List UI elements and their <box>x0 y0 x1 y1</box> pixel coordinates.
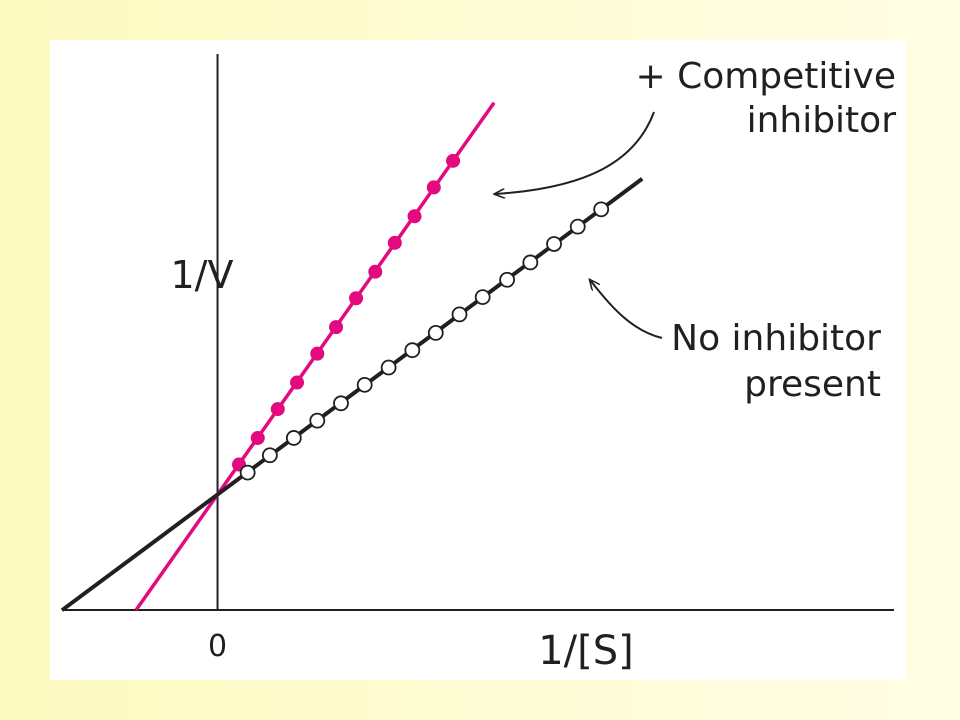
data-point-no-inhibitor <box>546 236 562 252</box>
data-point-no-inhibitor <box>239 464 256 481</box>
data-point-no-inhibitor <box>309 412 326 429</box>
data-point-inhibitor <box>387 235 402 250</box>
annotation-competitive-inhibitor: + Competitive inhibitor <box>635 56 896 141</box>
annotation-line: inhibitor <box>747 100 897 141</box>
data-point-no-inhibitor <box>356 376 373 393</box>
data-point-inhibitor <box>407 209 422 224</box>
annotation-arrow-inhibitor <box>495 111 655 194</box>
data-point-no-inhibitor <box>285 430 302 446</box>
lineweaver-burk-plot: + Competitive inhibitor No inhibitor presen… <box>60 54 896 674</box>
data-point-inhibitor <box>368 264 383 279</box>
data-point-no-inhibitor <box>404 342 421 359</box>
data-point-no-inhibitor <box>427 324 444 341</box>
data-point-inhibitor <box>426 180 441 195</box>
annotation-arrow-no-inhibitor <box>590 280 663 339</box>
data-point-no-inhibitor <box>451 306 468 323</box>
data-point-inhibitor <box>349 291 364 306</box>
data-point-no-inhibitor <box>499 271 516 288</box>
x-axis-label: 1/[S] <box>538 628 634 674</box>
annotation-line: No inhibitor <box>671 318 881 359</box>
data-point-no-inhibitor <box>593 201 610 218</box>
data-point-no-inhibitor <box>333 395 349 412</box>
origin-tick-label: 0 <box>208 629 227 664</box>
data-point-inhibitor <box>310 346 325 361</box>
series-line-no-inhibitor <box>60 177 644 612</box>
data-point-inhibitor <box>290 375 305 390</box>
annotation-line: present <box>744 364 881 405</box>
data-point-inhibitor <box>250 430 265 445</box>
data-point-no-inhibitor <box>522 254 539 271</box>
data-point-inhibitor <box>329 320 344 335</box>
chart-panel: + Competitive inhibitor No inhibitor presen… <box>50 40 906 680</box>
data-point-no-inhibitor <box>569 218 586 235</box>
data-point-no-inhibitor <box>380 359 397 376</box>
data-point-inhibitor <box>270 402 285 417</box>
y-axis-label: 1/V <box>171 253 234 297</box>
data-point-no-inhibitor <box>261 447 278 464</box>
annotation-no-inhibitor: No inhibitor present <box>671 318 881 405</box>
data-point-no-inhibitor <box>474 289 491 305</box>
annotation-line: + Competitive <box>635 56 896 97</box>
data-point-inhibitor <box>446 153 461 168</box>
